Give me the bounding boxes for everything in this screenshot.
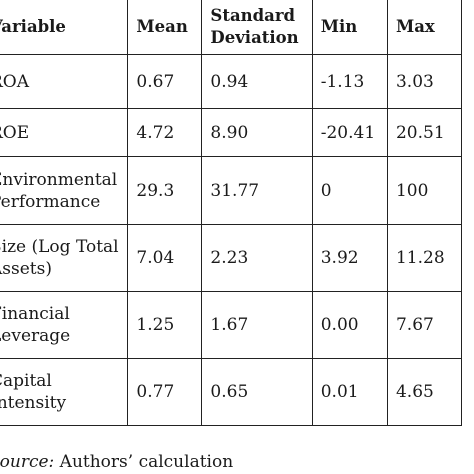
row-max: 4.65	[386, 358, 463, 426]
table-row: Size (Log Total Assets) 7.04 2.23 3.92 1…	[0, 224, 463, 292]
row-max: 100	[386, 156, 463, 225]
row-mean: 7.04	[127, 224, 203, 292]
table-row: Capital Intensity 0.77 0.65 0.01 4.65	[0, 358, 463, 426]
row-mean: 1.25	[127, 291, 203, 359]
row-mean: 29.3	[127, 156, 203, 225]
row-max: 7.67	[386, 291, 463, 359]
row-max: 20.51	[386, 108, 463, 157]
source-note: Source: Authors’ calculation	[0, 452, 233, 472]
row-min: 0	[311, 156, 388, 225]
row-sd: 0.94	[201, 54, 313, 109]
row-min: 0.00	[311, 291, 388, 359]
table-row: Environmental Performance 29.3 31.77 0 1…	[0, 156, 463, 225]
row-sd: 31.77	[201, 156, 313, 225]
source-label: Source:	[0, 452, 55, 472]
descriptive-statistics-table: Variable Mean Standard Deviation Min Max…	[0, 0, 463, 426]
header-variable: Variable	[0, 0, 129, 55]
row-sd: 1.67	[201, 291, 313, 359]
row-max: 11.28	[386, 224, 463, 292]
row-max: 3.03	[386, 54, 463, 109]
table-row: ROE 4.72 8.90 -20.41 20.51	[0, 108, 463, 157]
row-variable-name: Financial Leverage	[0, 291, 129, 359]
row-variable-name: ROA	[0, 54, 129, 109]
row-min: -20.41	[311, 108, 388, 157]
row-min: 3.92	[311, 224, 388, 292]
row-min: 0.01	[311, 358, 388, 426]
row-sd: 8.90	[201, 108, 313, 157]
row-sd: 0.65	[201, 358, 313, 426]
header-sd-line1: Standard	[210, 5, 296, 25]
header-sd-line2: Deviation	[210, 27, 299, 47]
row-mean: 0.67	[127, 54, 203, 109]
table-header-row: Variable Mean Standard Deviation Min Max	[0, 0, 463, 55]
table-row: Financial Leverage 1.25 1.67 0.00 7.67	[0, 291, 463, 359]
table-row: ROA 0.67 0.94 -1.13 3.03	[0, 54, 463, 109]
row-variable-name: ROE	[0, 108, 129, 157]
header-standard-deviation: Standard Deviation	[201, 0, 313, 55]
header-min: Min	[311, 0, 388, 55]
header-mean: Mean	[127, 0, 203, 55]
source-text: Authors’ calculation	[54, 452, 234, 472]
row-variable-name: Size (Log Total Assets)	[0, 224, 129, 292]
row-mean: 4.72	[127, 108, 203, 157]
row-variable-name: Environmental Performance	[0, 156, 129, 225]
row-sd: 2.23	[201, 224, 313, 292]
row-mean: 0.77	[127, 358, 203, 426]
row-min: -1.13	[311, 54, 388, 109]
row-variable-name: Capital Intensity	[0, 358, 129, 426]
header-max: Max	[386, 0, 463, 55]
